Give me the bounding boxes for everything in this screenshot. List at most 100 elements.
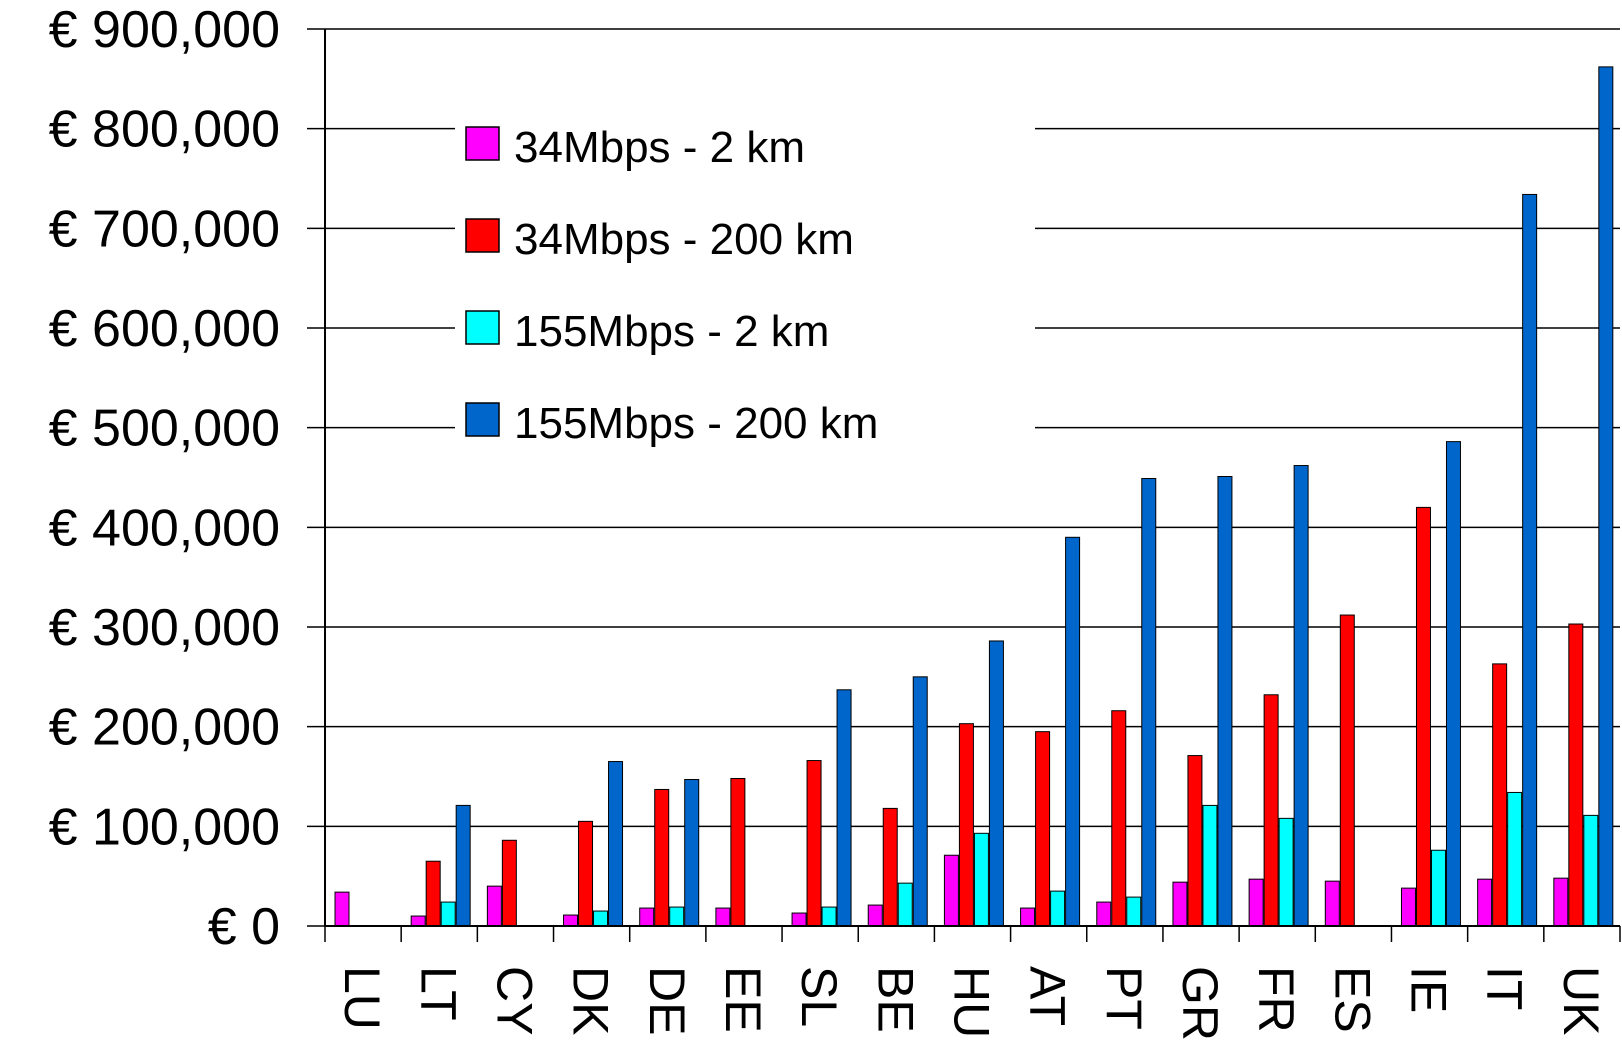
x-tick-label: AT	[1020, 966, 1076, 1026]
x-tick-label: HU	[944, 966, 1000, 1038]
bar-de-series-0	[639, 907, 655, 927]
bar-pt-series-0	[1096, 901, 1112, 927]
bar-lu-series-0	[334, 891, 350, 927]
bar-fr-series-3	[1293, 465, 1309, 927]
bar-lt-series-2	[440, 901, 456, 927]
bar-dk-series-3	[608, 761, 624, 927]
legend-label-1: 34Mbps - 200 km	[514, 215, 854, 264]
bar-be-series-0	[867, 904, 883, 927]
bar-cy-series-0	[486, 885, 502, 927]
x-tick-label: UK	[1553, 966, 1609, 1035]
bar-it-series-0	[1477, 878, 1493, 927]
bar-uk-series-1	[1568, 623, 1584, 927]
legend-swatch-0	[465, 126, 500, 161]
bar-hu-series-3	[988, 640, 1004, 927]
x-tick-label: EE	[715, 966, 771, 1033]
bar-it-series-3	[1522, 193, 1538, 927]
bar-sl-series-1	[806, 760, 822, 927]
bar-uk-series-3	[1598, 66, 1614, 927]
bar-fr-series-1	[1263, 694, 1279, 927]
x-tick-label: SL	[791, 966, 847, 1027]
bar-gr-series-2	[1202, 804, 1218, 927]
bar-dk-series-0	[563, 914, 579, 927]
y-tick-label: € 100,000	[49, 798, 280, 856]
legend-swatch-1	[465, 218, 500, 253]
legend: 34Mbps - 2 km 34Mbps - 200 km 155Mbps - …	[455, 100, 1035, 460]
bar-sl-series-2	[821, 906, 837, 927]
y-tick-label: € 700,000	[49, 200, 280, 258]
bar-uk-series-0	[1553, 877, 1569, 927]
legend-label-2: 155Mbps - 2 km	[514, 307, 829, 356]
bar-be-series-2	[897, 882, 913, 927]
bar-hu-series-2	[973, 832, 989, 927]
bar-be-series-1	[882, 807, 898, 927]
bar-ie-series-1	[1415, 506, 1431, 927]
y-tick-label: € 900,000	[49, 1, 280, 59]
bar-hu-series-1	[958, 723, 974, 927]
legend-label-0: 34Mbps - 2 km	[514, 123, 805, 172]
x-tick-label: IT	[1477, 966, 1533, 1010]
legend-bg	[455, 100, 1035, 460]
legend-swatch-3	[465, 402, 500, 437]
y-tick-label: € 400,000	[49, 499, 280, 557]
bar-lt-series-0	[410, 915, 426, 927]
bar-be-series-3	[912, 676, 928, 927]
y-axis: € 0 € 100,000 € 200,000 € 300,000 € 400,000 €…	[49, 1, 326, 956]
x-tick-label: IE	[1401, 966, 1457, 1013]
x-tick-label: PT	[1096, 966, 1152, 1030]
bar-uk-series-2	[1583, 814, 1599, 927]
bar-gr-series-3	[1217, 476, 1233, 927]
bar-sl-series-3	[836, 689, 852, 927]
bar-it-series-2	[1507, 791, 1523, 927]
bar-lt-series-3	[455, 804, 471, 927]
bar-lt-series-1	[425, 860, 441, 927]
bar-pt-series-2	[1126, 896, 1142, 927]
y-tick-label: € 600,000	[49, 300, 280, 358]
bar-de-series-1	[654, 788, 670, 927]
y-tick-label: € 0	[208, 898, 280, 956]
y-tick-label: € 200,000	[49, 699, 280, 757]
y-tick-label: € 300,000	[49, 599, 280, 657]
legend-swatch-2	[465, 310, 500, 345]
bar-ee-series-1	[730, 777, 746, 927]
x-tick-label: BE	[867, 966, 923, 1033]
bar-at-series-0	[1020, 907, 1036, 927]
x-tick-label: LU	[334, 966, 390, 1030]
x-axis: LU LT CY DK DE EE SL BE HU AT PT GR FR ES IE IT UK	[324, 925, 1621, 1041]
legend-label-3: 155Mbps - 200 km	[514, 399, 878, 448]
bar-pt-series-1	[1111, 710, 1127, 927]
bar-de-series-3	[684, 778, 700, 927]
bar-at-series-2	[1050, 890, 1066, 927]
bar-cy-series-1	[501, 839, 517, 927]
x-tick-label: ES	[1324, 966, 1380, 1033]
bar-ie-series-2	[1430, 849, 1446, 927]
bar-ie-series-0	[1400, 887, 1416, 927]
bar-de-series-2	[669, 906, 685, 927]
bar-it-series-1	[1492, 663, 1508, 927]
x-tick-label: DK	[563, 966, 619, 1035]
x-tick-label: CY	[486, 966, 542, 1035]
x-tick-label: DE	[639, 966, 695, 1035]
x-tick-label: FR	[1248, 966, 1304, 1033]
x-tick-label: GR	[1172, 966, 1228, 1041]
bar-at-series-1	[1035, 731, 1051, 927]
bar-fr-series-2	[1278, 817, 1294, 927]
bar-gr-series-0	[1172, 881, 1188, 927]
bar-hu-series-0	[943, 854, 959, 927]
y-tick-label: € 500,000	[49, 400, 280, 458]
bar-es-series-0	[1324, 880, 1340, 927]
x-tick-label: LT	[410, 966, 466, 1021]
bar-at-series-3	[1065, 536, 1081, 927]
y-tick-label: € 800,000	[49, 101, 280, 159]
bar-dk-series-1	[578, 820, 594, 927]
bar-ie-series-3	[1445, 441, 1461, 927]
bar-ee-series-0	[715, 907, 731, 927]
bar-sl-series-0	[791, 912, 807, 927]
bar-gr-series-1	[1187, 755, 1203, 927]
bar-fr-series-0	[1248, 878, 1264, 927]
bar-pt-series-3	[1141, 477, 1157, 927]
bar-es-series-1	[1339, 614, 1355, 927]
bars	[334, 66, 1614, 927]
bar-dk-series-2	[593, 910, 609, 927]
